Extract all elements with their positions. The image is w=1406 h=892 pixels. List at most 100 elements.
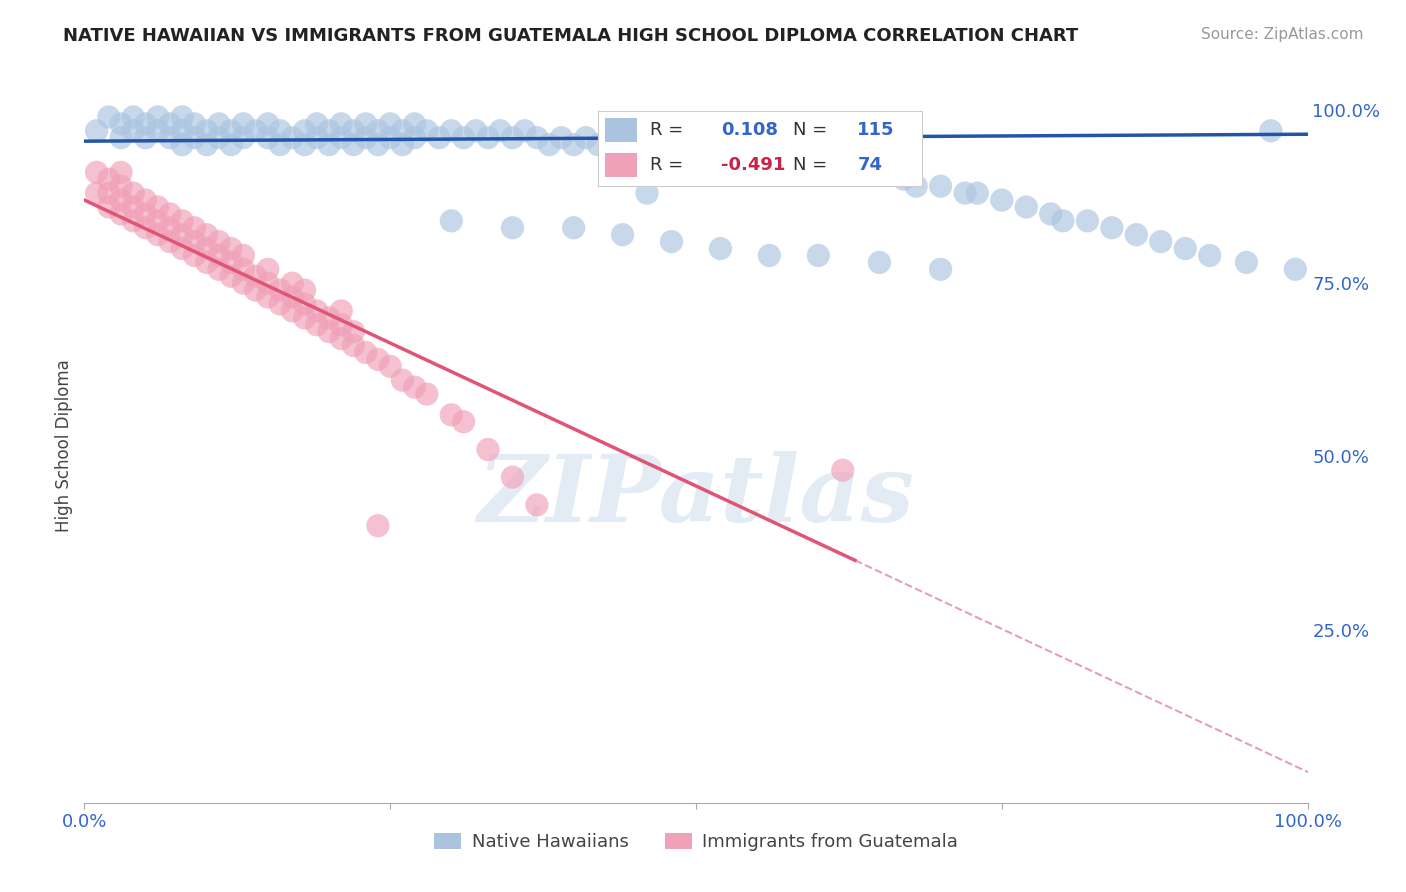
Point [391,124,413,138]
Point [208,248,231,262]
Point [172,137,194,152]
Point [953,186,976,201]
Point [489,124,512,138]
Point [305,117,328,131]
Point [294,310,316,325]
Point [135,207,157,221]
Point [1284,262,1306,277]
Point [807,158,830,172]
Point [464,124,486,138]
Point [281,130,304,145]
Point [122,186,145,201]
Point [354,130,377,145]
Point [318,137,340,152]
Point [245,283,267,297]
Point [86,186,108,201]
Point [219,242,242,256]
Point [966,186,988,201]
Point [281,304,304,318]
Point [172,242,194,256]
Point [86,124,108,138]
Point [427,130,450,145]
Point [1125,227,1147,242]
Point [721,137,744,152]
Point [245,124,267,138]
Point [991,193,1014,207]
Point [257,276,280,290]
Point [354,117,377,131]
Point [208,130,231,145]
Point [159,207,181,221]
Point [1150,235,1173,249]
Point [538,137,561,152]
Point [305,304,328,318]
Point [440,408,463,422]
Point [110,193,132,207]
Legend: Native Hawaiians, Immigrants from Guatemala: Native Hawaiians, Immigrants from Guatem… [426,825,966,858]
Point [661,235,683,249]
Point [612,227,634,242]
Point [624,130,647,145]
Point [294,283,316,297]
Point [183,220,205,235]
Point [232,262,254,277]
Point [869,165,891,179]
Point [807,248,830,262]
Point [318,310,340,325]
Point [208,117,231,131]
Text: ZIPatlas: ZIPatlas [478,451,914,541]
Point [672,137,695,152]
Point [526,130,548,145]
Point [86,165,108,179]
Point [208,262,231,277]
Point [97,200,120,214]
Point [354,345,377,359]
Point [844,158,866,172]
Point [562,220,585,235]
Point [380,130,402,145]
Point [281,276,304,290]
Point [318,325,340,339]
Point [122,200,145,214]
Point [257,117,280,131]
Point [502,470,524,484]
Point [758,145,780,159]
Point [110,179,132,194]
Point [770,152,793,166]
Point [110,207,132,221]
Text: Source: ZipAtlas.com: Source: ZipAtlas.com [1201,27,1364,42]
Point [502,130,524,145]
Point [183,117,205,131]
Point [477,130,499,145]
Point [146,124,169,138]
Point [172,214,194,228]
Point [305,318,328,332]
Point [404,130,426,145]
Point [110,130,132,145]
Point [318,124,340,138]
Point [648,137,671,152]
Y-axis label: High School Diploma: High School Diploma [55,359,73,533]
Point [110,165,132,179]
Point [330,318,353,332]
Point [586,137,609,152]
Point [929,262,952,277]
Point [367,124,389,138]
Point [367,352,389,367]
Point [269,283,291,297]
Point [404,117,426,131]
Point [330,304,353,318]
Point [1101,220,1123,235]
Point [159,130,181,145]
Point [122,124,145,138]
Point [1174,242,1197,256]
Point [97,172,120,186]
Point [893,172,915,186]
Point [550,130,572,145]
Point [342,325,364,339]
Point [135,130,157,145]
Point [232,248,254,262]
Point [159,117,181,131]
Text: NATIVE HAWAIIAN VS IMMIGRANTS FROM GUATEMALA HIGH SCHOOL DIPLOMA CORRELATION CHA: NATIVE HAWAIIAN VS IMMIGRANTS FROM GUATE… [63,27,1078,45]
Point [502,220,524,235]
